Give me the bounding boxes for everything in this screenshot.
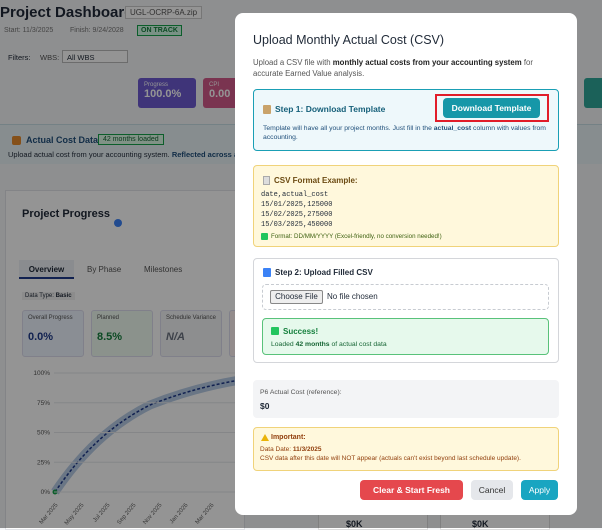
step1-text: Template will have all your project mont… [263,124,553,142]
clear-button[interactable]: Clear & Start Fresh [360,480,463,500]
card-label: Overall Progress [28,315,73,321]
csv-line: date,actual_cost [261,191,329,199]
tab[interactable]: By Phase [87,265,122,274]
progress-chart: 100%75%50%25%0%Mar 2025 May 2025 Jul 2025 S… [33,370,245,526]
kpi-value: 100.0% [144,88,182,100]
success-text: Loaded 42 months of actual cost data [271,341,387,348]
value: Basic [55,293,72,299]
card-label: Schedule Variance [166,315,216,321]
progress-card: Planned 8.5% [91,310,153,357]
text: of actual cost data [329,341,387,348]
kpi-label: Progress [144,82,169,88]
tab[interactable]: Milestones [144,265,183,274]
text: Data Date: [260,446,293,453]
modal-title: Upload Monthly Actual Cost (CSV) [253,33,445,47]
text-bold: monthly actual costs from your accountin… [332,58,522,67]
info-icon [114,219,122,227]
card-value: N/A [166,331,185,343]
text-bold: actual_cost [433,125,472,132]
important-title: Important: [271,434,306,441]
kpi-card [584,78,602,108]
bottom-value: $0K [346,519,363,529]
card-value: 0.0% [28,331,54,343]
text: Template will have all your project mont… [263,125,434,132]
important-date: Data Date: 11/3/2025 [260,446,321,453]
y-label: 75% [37,400,50,407]
csv-lines: date,actual_cost 15/01/2025,125000 15/02/2… [261,190,332,230]
file-tag: UGL-OCRP-6A.zip [125,6,203,19]
modal: Upload Monthly Actual Cost (CSV) Upload … [235,13,577,515]
icon [263,105,271,114]
filters-label: Filters: [8,53,31,62]
icon [263,176,270,185]
example-box [253,165,559,247]
y-label: 50% [37,430,50,437]
intro: Upload a CSV file with monthly actual co… [253,57,563,79]
start-date: Start: 11/3/2025 [4,27,54,34]
y-label: 100% [33,370,50,377]
p6-box [253,380,559,418]
highlight [435,94,549,122]
text: column with values from accounting. [263,125,546,141]
choose-file-button[interactable]: Choose File [270,290,323,304]
progress-card: Schedule Variance N/A [160,310,222,357]
bottom-value: $0K [472,519,489,529]
download-template-button[interactable]: Download Template [443,98,540,118]
text-bold: Reflected across all [171,150,243,159]
data-type: Data Type: Basic [22,292,75,300]
cancel-button[interactable]: Cancel [471,480,513,500]
y-label: 0% [41,489,51,496]
file-drop [262,284,549,310]
finish-date: Finish: 9/24/2028 [70,27,124,34]
progress-title: Project Progress [22,208,111,220]
wbs-label: WBS: [40,53,60,62]
p6-value: $0 [260,401,270,411]
icon [271,327,279,335]
step1-title: Step 1: Download Template [275,104,386,114]
csv-line: 15/02/2025,275000 [261,211,333,219]
step2-title: Step 2: Upload Filled CSV [275,268,373,277]
card-value: 8.5% [97,331,123,343]
tab[interactable]: Overview [19,260,74,279]
icon [12,136,21,145]
icon [261,233,268,240]
kpi-label: CPI [209,82,220,88]
no-file: No file chosen [327,292,378,301]
p6-label: P6 Actual Cost (reference): [260,389,342,396]
important-text: CSV data after this date will NOT appear… [260,455,521,462]
dashboard-title: Project Dashboard [0,4,134,21]
warning-icon [261,434,269,441]
kpi-card: Progress 100.0% [138,78,196,108]
icon [263,268,271,277]
csv-line: 15/03/2025,450000 [261,221,333,229]
card-label: Planned [97,315,120,321]
actual-cost-title: Actual Cost Data [26,135,99,145]
wbs-select[interactable]: All WBS [62,50,128,63]
step2-box [253,258,559,363]
text: Upload a CSV file with [253,58,333,67]
format-note: Format: DD/MM/YYYY (Excel-friendly, no c… [271,233,442,240]
important-box [253,427,559,471]
progress-card: Overall Progress 0.0% [22,310,84,357]
months-badge: 42 months loaded [98,134,164,145]
label: Data Type: [25,293,54,299]
text-bold: 11/3/2025 [292,446,322,453]
y-label: 25% [37,459,50,466]
text: Upload actual cost from your accounting … [8,150,172,159]
text-bold: 42 months [295,341,330,348]
actual-cost-text: Upload actual cost from your accounting … [8,150,242,159]
status-badge: ON TRACK [137,25,182,36]
apply-button[interactable]: Apply [521,480,558,500]
text: for accurate Earned Value analysis. [253,58,533,78]
success-box [262,318,549,355]
text: Loaded [271,341,296,348]
kpi-value: 0.00 [209,88,231,100]
example-title: CSV Format Example: [274,176,358,185]
curve [54,379,241,493]
success-title: Success! [283,327,319,336]
csv-line: 15/01/2025,125000 [261,201,333,209]
progress-panel [5,190,245,530]
